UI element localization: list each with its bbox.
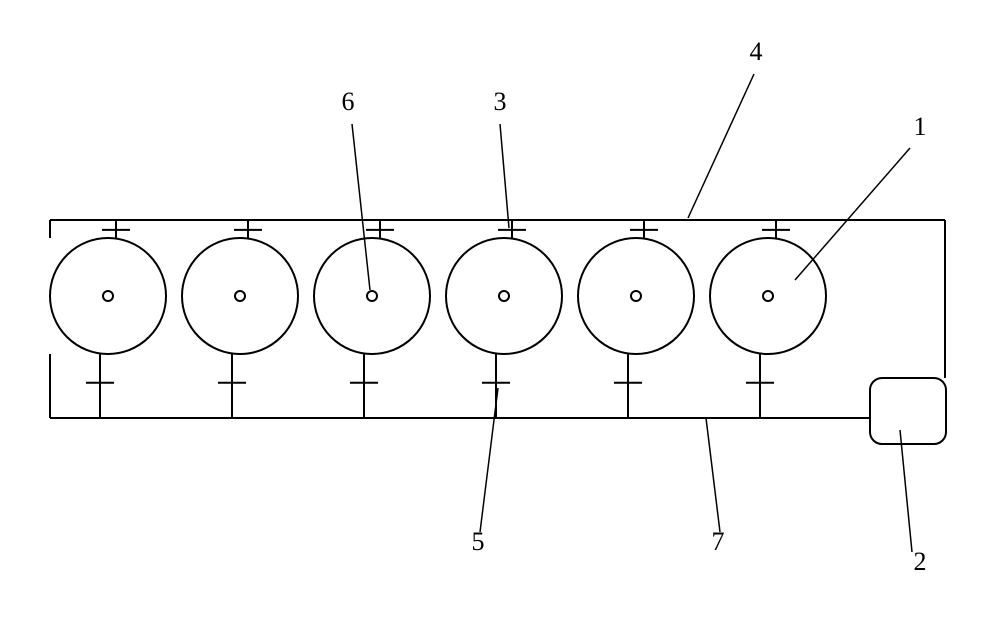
label-5: 5 [472, 527, 485, 556]
label-6: 6 [342, 87, 355, 116]
label-2: 2 [914, 547, 927, 576]
label-1: 1 [914, 112, 927, 141]
label-3: 3 [494, 87, 507, 116]
label-7: 7 [712, 527, 725, 556]
label-4: 4 [750, 37, 763, 66]
